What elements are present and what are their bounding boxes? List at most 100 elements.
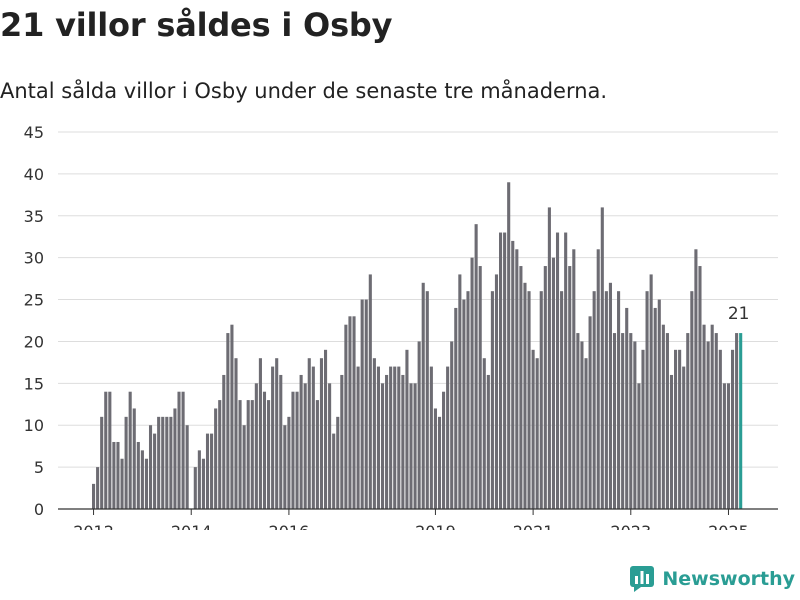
bar bbox=[385, 374, 389, 509]
data-labels: 21 bbox=[728, 304, 750, 324]
bar bbox=[446, 366, 450, 509]
bar bbox=[140, 450, 144, 509]
x-tick-label: 2023 bbox=[610, 522, 651, 530]
bars bbox=[92, 182, 743, 510]
bar bbox=[653, 307, 657, 509]
bar bbox=[669, 374, 674, 509]
bar bbox=[515, 249, 519, 510]
bar bbox=[389, 366, 393, 509]
bar bbox=[592, 291, 596, 509]
y-tick-label: 25 bbox=[24, 291, 44, 310]
x-tick-label: 2021 bbox=[513, 522, 554, 530]
bar bbox=[523, 282, 527, 509]
bar bbox=[197, 450, 201, 509]
bar bbox=[230, 324, 234, 509]
bar bbox=[547, 207, 551, 509]
bar bbox=[267, 400, 271, 509]
bar bbox=[397, 366, 401, 509]
bar bbox=[661, 324, 665, 509]
bar bbox=[177, 391, 181, 509]
bar bbox=[307, 358, 311, 509]
bar bbox=[564, 232, 568, 509]
bar bbox=[165, 416, 169, 509]
y-tick-label: 0 bbox=[34, 500, 44, 519]
y-tick-label: 45 bbox=[24, 123, 44, 142]
bar bbox=[629, 333, 633, 509]
bar bbox=[531, 349, 535, 509]
bar bbox=[315, 400, 319, 509]
bar bbox=[356, 366, 360, 509]
bar bbox=[470, 257, 474, 509]
bar bbox=[291, 391, 295, 509]
bar bbox=[401, 374, 405, 509]
bar bbox=[429, 366, 433, 509]
bar bbox=[283, 425, 287, 509]
x-tick-label: 2014 bbox=[171, 522, 212, 530]
bar bbox=[539, 291, 543, 509]
bar bbox=[608, 282, 612, 509]
bar bbox=[157, 416, 161, 509]
bar bbox=[588, 316, 592, 509]
bar bbox=[242, 425, 246, 509]
bar bbox=[226, 333, 230, 509]
y-axis-tick-labels: 0 5 10 15 20 25 30 35 40 45 bbox=[24, 123, 44, 519]
bar bbox=[319, 358, 324, 509]
bar bbox=[637, 383, 641, 509]
bar bbox=[218, 400, 222, 509]
bar bbox=[262, 391, 267, 509]
bar bbox=[718, 349, 722, 509]
y-tick-label: 20 bbox=[24, 332, 44, 351]
bar bbox=[584, 358, 588, 509]
bar bbox=[144, 458, 149, 509]
bar bbox=[641, 349, 645, 509]
bar bbox=[735, 333, 739, 509]
bar bbox=[686, 333, 690, 509]
bar bbox=[417, 341, 421, 509]
bar bbox=[486, 374, 490, 509]
bar bbox=[246, 400, 250, 509]
bar bbox=[405, 349, 409, 509]
bar bbox=[617, 291, 621, 509]
bar bbox=[730, 349, 735, 509]
bar bbox=[726, 383, 731, 509]
bar bbox=[482, 358, 486, 509]
bar bbox=[543, 266, 547, 509]
bar bbox=[633, 341, 637, 509]
bar bbox=[710, 324, 714, 509]
bar bbox=[299, 374, 303, 509]
newsworthy-logo-icon bbox=[630, 566, 655, 592]
bar bbox=[560, 291, 564, 509]
bar bbox=[694, 249, 698, 510]
bar bbox=[185, 425, 189, 509]
bar bbox=[287, 416, 291, 509]
bar bbox=[442, 391, 446, 509]
bar bbox=[437, 416, 442, 509]
chart-title: 21 villor såldes i Osby bbox=[0, 6, 393, 44]
x-tick-label: 2012 bbox=[73, 522, 114, 530]
bar bbox=[323, 349, 328, 509]
bar bbox=[344, 324, 348, 509]
bar bbox=[148, 425, 153, 509]
bar bbox=[136, 441, 140, 509]
brand-name: Newsworthy bbox=[662, 568, 795, 590]
bar bbox=[360, 299, 364, 509]
bar bbox=[458, 274, 462, 509]
bar bbox=[169, 416, 173, 509]
bar bbox=[722, 383, 726, 509]
bar bbox=[494, 274, 499, 509]
highlighted-bar bbox=[739, 333, 743, 509]
y-tick-label: 10 bbox=[24, 416, 44, 435]
bar bbox=[698, 266, 702, 509]
bar bbox=[112, 441, 116, 509]
chart-subtitle: Antal sålda villor i Osby under de senas… bbox=[0, 79, 608, 103]
bar bbox=[104, 391, 108, 509]
bar bbox=[116, 441, 120, 509]
bar bbox=[600, 207, 604, 509]
bar bbox=[393, 366, 397, 509]
bar bbox=[690, 291, 694, 509]
bar bbox=[466, 291, 470, 509]
bar bbox=[568, 266, 572, 509]
bar bbox=[328, 383, 332, 509]
